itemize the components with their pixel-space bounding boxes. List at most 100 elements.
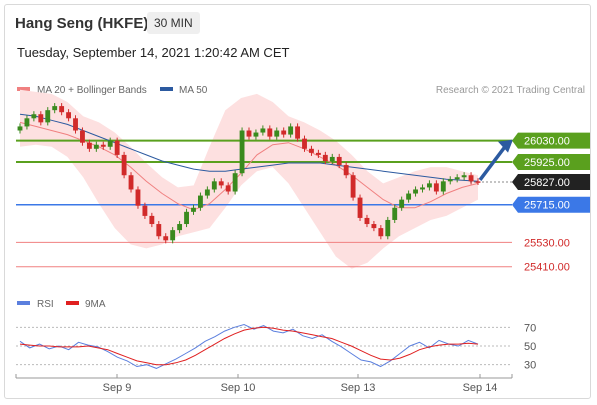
x-tick-label: Sep 14 bbox=[463, 382, 498, 394]
legend-ma20-label: MA 20 + Bollinger Bands bbox=[37, 85, 147, 96]
candle-body bbox=[350, 175, 356, 198]
candle-body bbox=[52, 106, 58, 111]
candle-body bbox=[191, 207, 196, 212]
level-tag-resistance bbox=[512, 132, 590, 149]
candle-body bbox=[357, 197, 363, 218]
level-label: 25715.00 bbox=[524, 200, 570, 212]
forecast-arrow-head bbox=[498, 139, 513, 153]
legend-ma50-label: MA 50 bbox=[179, 85, 208, 96]
candle-body bbox=[225, 185, 231, 192]
legend-swatch-rsi bbox=[17, 301, 30, 305]
candle-body bbox=[253, 132, 259, 137]
candle-body bbox=[218, 181, 224, 186]
candle-body bbox=[302, 138, 307, 149]
candle-body bbox=[142, 205, 148, 216]
x-tick-label: Sep 10 bbox=[221, 382, 256, 394]
x-tick-label: Sep 13 bbox=[341, 382, 376, 394]
candle-body bbox=[364, 217, 370, 225]
rsi-tick-label: 50 bbox=[524, 341, 536, 353]
level-label: 25410.00 bbox=[524, 262, 570, 274]
price-legend: MA 20 + Bollinger Bands MA 50 Research ©… bbox=[17, 85, 585, 96]
candle-body bbox=[59, 106, 65, 113]
candle-body bbox=[128, 175, 134, 190]
candle-body bbox=[468, 175, 474, 182]
candle-body bbox=[204, 189, 210, 196]
candle-body bbox=[107, 140, 113, 147]
legend-9ma-label: 9MA bbox=[85, 299, 106, 310]
level-tag-current bbox=[512, 173, 590, 190]
candle-body bbox=[406, 193, 412, 200]
candle-body bbox=[135, 189, 141, 206]
candle-body bbox=[38, 114, 44, 123]
rsi-9ma-line bbox=[19, 326, 479, 366]
candle-body bbox=[45, 110, 51, 123]
candle-body bbox=[17, 126, 23, 131]
rsi-line bbox=[19, 323, 479, 369]
candle-body bbox=[274, 130, 280, 137]
rsi-tick-label: 70 bbox=[524, 322, 536, 334]
candle-body bbox=[31, 114, 37, 119]
candle-body bbox=[399, 199, 405, 208]
timeframe-badge[interactable]: 30 MIN bbox=[147, 12, 200, 34]
candle-body bbox=[309, 148, 314, 153]
candle-body bbox=[371, 224, 377, 229]
candle-body bbox=[114, 140, 120, 155]
bollinger-bands bbox=[20, 89, 478, 269]
candle-body bbox=[156, 224, 162, 237]
level-labels: 26030.00 25925.00 25827.00 25715.00 25530.00… bbox=[512, 132, 590, 274]
candle-body bbox=[315, 152, 321, 155]
candle-body bbox=[24, 118, 30, 127]
legend-swatch-9ma bbox=[66, 301, 79, 305]
legend-swatch-ma20 bbox=[17, 87, 30, 91]
candle-body bbox=[246, 130, 252, 137]
rsi-legend: RSI 9MA bbox=[17, 299, 106, 310]
level-label: 26030.00 bbox=[524, 136, 570, 148]
candle-body bbox=[329, 156, 335, 161]
candle-body bbox=[170, 230, 176, 241]
x-tick-label: Sep 9 bbox=[103, 382, 132, 394]
candle-body bbox=[100, 144, 106, 147]
candle-body bbox=[392, 207, 398, 220]
candle-body bbox=[454, 177, 460, 180]
candle-body bbox=[420, 187, 425, 190]
candle-body bbox=[66, 112, 72, 119]
candle-body bbox=[343, 165, 349, 176]
candle-body bbox=[184, 211, 189, 225]
level-tag-pivot bbox=[512, 196, 590, 213]
candle-body bbox=[461, 175, 467, 178]
ma50-line bbox=[19, 113, 479, 182]
candle-body bbox=[80, 130, 85, 143]
candle-body bbox=[149, 215, 155, 225]
candle-body bbox=[73, 118, 78, 131]
candle-body bbox=[93, 144, 99, 149]
candle-body bbox=[413, 189, 418, 194]
candle-body bbox=[211, 181, 217, 190]
forecast-arrow-shaft bbox=[478, 145, 507, 181]
legend-rsi-label: RSI bbox=[37, 299, 54, 310]
legend-swatch-ma50 bbox=[160, 87, 173, 91]
level-label: 25827.00 bbox=[524, 177, 570, 189]
candle-body bbox=[267, 128, 273, 137]
credit-text: Research © 2021 Trading Central bbox=[436, 85, 585, 96]
candle-body bbox=[433, 183, 439, 192]
forecast-arrow bbox=[478, 139, 513, 181]
candle-body bbox=[197, 195, 203, 208]
candle-body bbox=[426, 183, 432, 188]
candle-body bbox=[239, 130, 245, 174]
level-label: 25530.00 bbox=[524, 237, 570, 249]
candle-body bbox=[163, 236, 169, 241]
x-axis: Sep 9 Sep 10 Sep 13 Sep 14 bbox=[15, 374, 513, 394]
rsi-tick-label: 30 bbox=[524, 360, 536, 372]
candle-body bbox=[281, 130, 287, 135]
candle-body bbox=[440, 181, 446, 192]
candle-body bbox=[322, 154, 328, 161]
candle-body bbox=[295, 126, 301, 139]
candle-body bbox=[177, 224, 183, 231]
level-label: 25925.00 bbox=[524, 157, 570, 169]
rsi-panel: 70 50 30 bbox=[16, 322, 536, 372]
candle-body bbox=[475, 181, 481, 183]
candle-body bbox=[378, 228, 384, 237]
bollinger-band-area bbox=[20, 89, 478, 269]
candle-body bbox=[86, 142, 92, 149]
